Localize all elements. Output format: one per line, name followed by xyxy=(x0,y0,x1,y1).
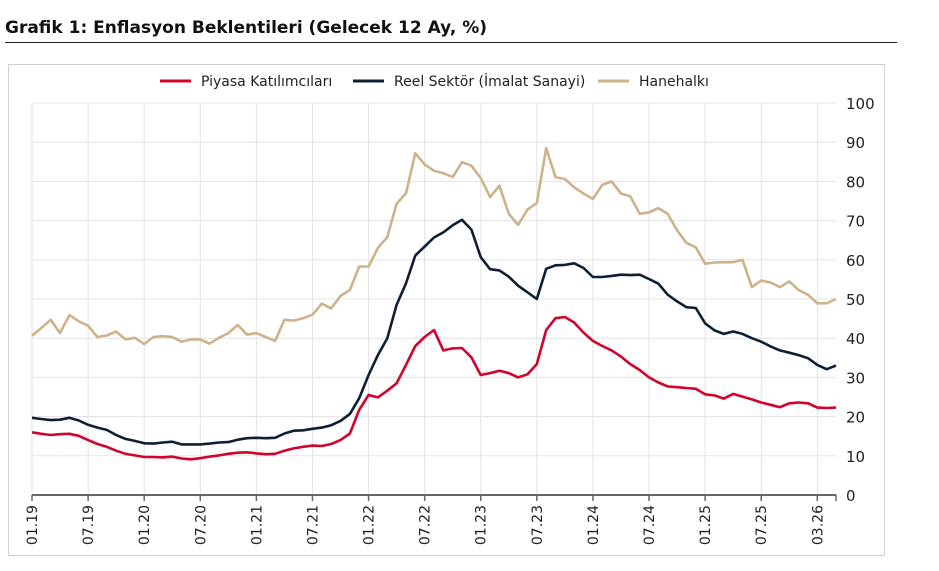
series-lines xyxy=(31,146,837,461)
y-tick-label: 50 xyxy=(846,291,865,309)
x-tick-label: 01.22 xyxy=(362,505,378,545)
y-tick-label: 70 xyxy=(846,213,865,231)
x-tick-label: 01.21 xyxy=(249,505,265,545)
x-tick-label: 07.19 xyxy=(81,505,97,545)
legend-label-2: Hanehalkı xyxy=(639,74,709,90)
y-tick-label: 60 xyxy=(846,252,865,270)
y-tick-label: 40 xyxy=(846,330,865,348)
chart-title: Grafik 1: Enflasyon Beklentileri (Gelece… xyxy=(5,18,488,38)
series-line-1 xyxy=(31,218,837,446)
x-tick-label: 03.26 xyxy=(810,505,826,545)
legend-label-1: Reel Sektör (İmalat Sanayi) xyxy=(394,72,585,90)
y-tick-label: 20 xyxy=(846,409,865,427)
x-tick-label: 07.20 xyxy=(193,505,209,545)
x-axis: 01.19 07.19 01.20 07.20 01.21 07.21 01.22 07.22… xyxy=(25,494,837,545)
y-tick-label: 90 xyxy=(846,134,865,152)
series-line-2 xyxy=(31,146,837,346)
y-axis: 0 10 20 30 40 50 60 70 80 90 100 xyxy=(846,95,875,505)
y-tick-label: 30 xyxy=(846,369,865,387)
x-tick-label: 07.23 xyxy=(530,505,546,545)
legend-label-0: Piyasa Katılımcıları xyxy=(201,74,332,90)
title-underline xyxy=(5,42,897,43)
x-tick-label: 07.24 xyxy=(642,505,658,545)
x-tick-label: 07.21 xyxy=(305,505,321,545)
x-tick-label: 01.23 xyxy=(474,505,490,545)
legend: Piyasa Katılımcıları Reel Sektör (İmalat … xyxy=(160,72,709,90)
x-tick-label: 01.19 xyxy=(25,505,41,545)
y-tick-label: 10 xyxy=(846,448,865,466)
x-tick-label: 01.25 xyxy=(698,505,714,545)
y-tick-label: 0 xyxy=(846,487,856,505)
y-tick-label: 80 xyxy=(846,173,865,191)
y-tick-label: 100 xyxy=(846,95,875,113)
x-tick-label: 07.22 xyxy=(418,505,434,545)
grid xyxy=(31,102,836,495)
x-tick-label: 01.20 xyxy=(137,505,153,545)
x-tick-label: 01.24 xyxy=(586,505,602,545)
series-line-0 xyxy=(31,315,837,461)
x-tick-label: 07.25 xyxy=(754,505,770,545)
chart-frame xyxy=(8,64,885,556)
